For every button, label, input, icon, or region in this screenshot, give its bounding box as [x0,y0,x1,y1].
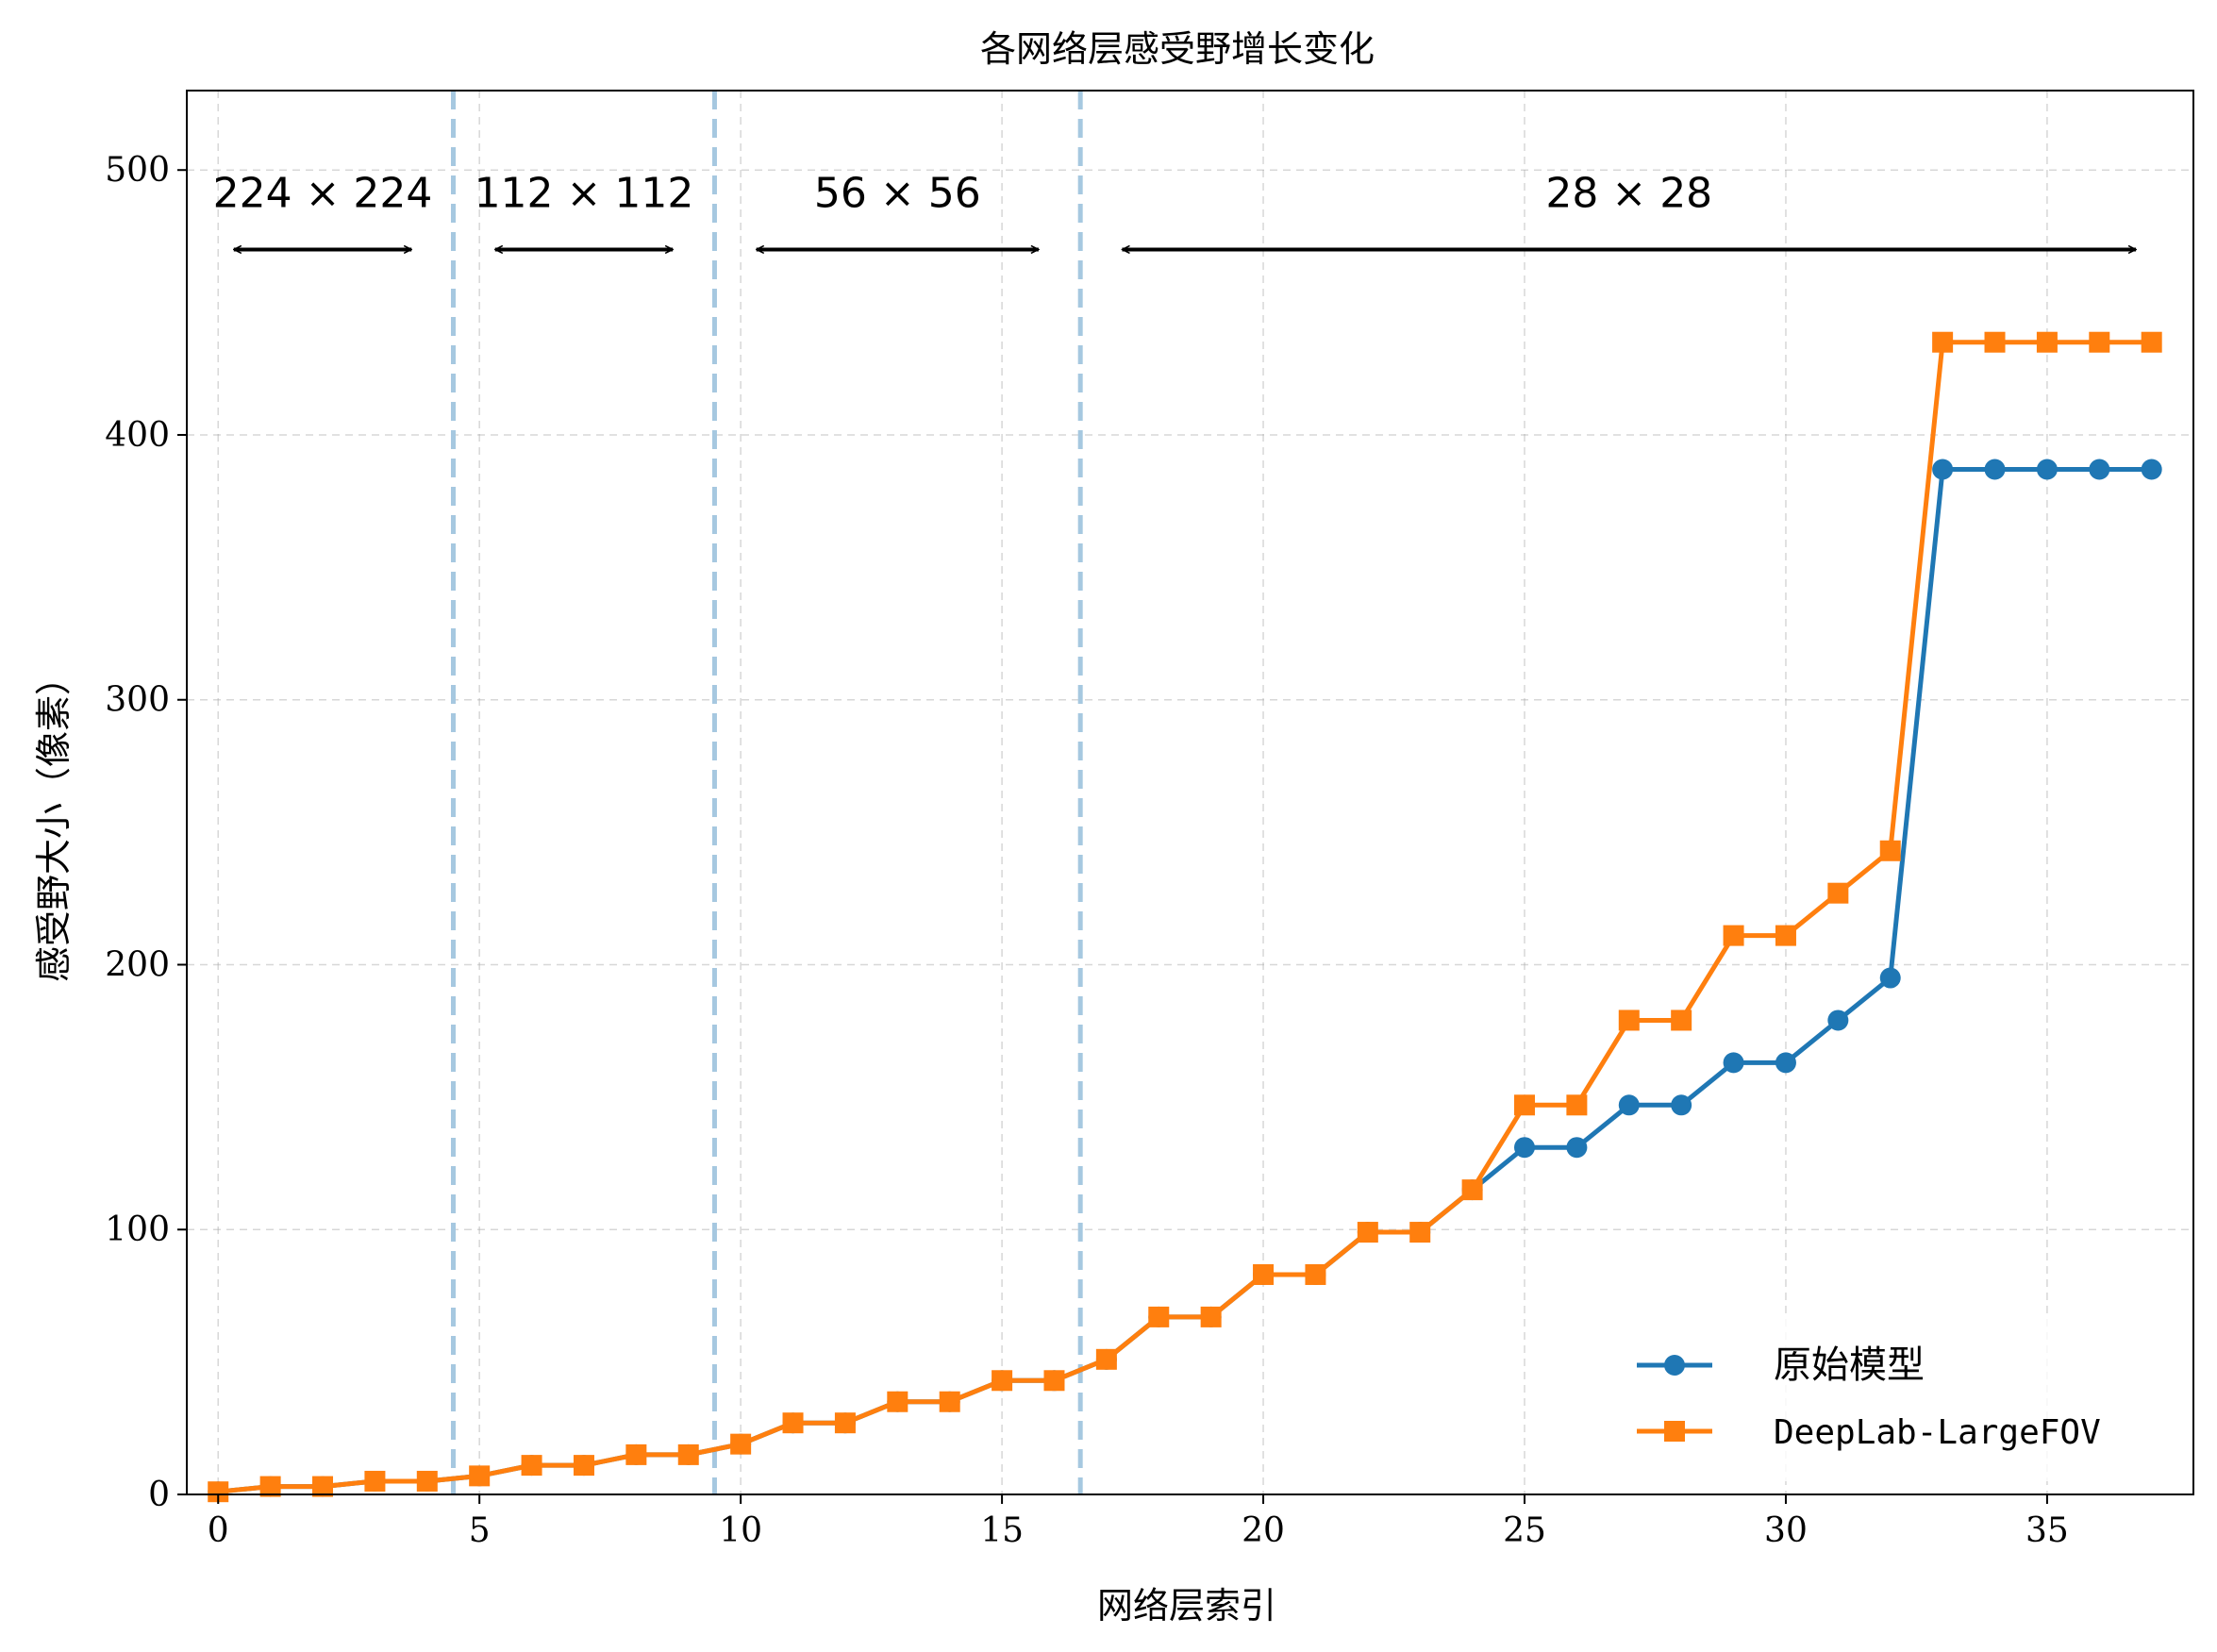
legend-item-1: DeepLab-LargeFOV [1637,1413,2101,1452]
data-point [2036,331,2058,353]
x-tick-label: 10 [719,1511,762,1550]
data-point [1514,1094,1535,1116]
chart-title: 各网络层感受野增长变化 [980,28,1375,70]
data-point [1566,1137,1588,1159]
data-point [573,1455,594,1477]
legend-square-marker-icon [1664,1421,1685,1442]
resolution-annotations: 224 × 224 112 × 112 56 × 56 28 × 28 [213,169,2136,249]
data-point [1723,1052,1744,1074]
legend-label-1: DeepLab-LargeFOV [1774,1413,2101,1452]
data-point [2089,331,2110,353]
data-point [2141,459,2162,480]
axis-ticks: 0 5 10 15 20 25 30 35 0 100 200 300 400 500 [105,151,2069,1550]
data-point [1984,331,2006,353]
data-point [1514,1137,1535,1159]
data-point [1879,840,1901,861]
data-point [1461,1179,1483,1201]
data-point [1671,1010,1692,1031]
axes-frame [186,90,2194,1495]
legend-box [1609,1316,2165,1481]
y-tick-label: 300 [105,681,170,720]
legend-label-0: 原始模型 [1774,1343,1925,1387]
legend: 原始模型 DeepLab-LargeFOV [1609,1316,2165,1481]
y-tick-label: 0 [148,1476,170,1514]
x-tick-label: 25 [1503,1511,1546,1550]
data-point [1305,1263,1326,1285]
data-point [208,1481,229,1503]
resolution-label: 28 × 28 [1545,169,1712,217]
data-point [1932,459,1954,480]
data-point [1775,925,1796,946]
data-point [1200,1306,1222,1327]
data-point [1775,1052,1796,1074]
stage-boundaries [450,91,1083,1494]
legend-circle-marker-icon [1664,1355,1685,1376]
data-point [1827,1010,1849,1031]
data-point [416,1470,438,1492]
data-point [1723,925,1744,946]
x-axis-label: 网络层索引 [1097,1585,1276,1627]
data-point [2141,331,2162,353]
data-point [992,1370,1013,1392]
grid [187,91,2193,1495]
data-point [521,1455,542,1477]
data-point [1618,1010,1640,1031]
series-1 [208,331,2162,1503]
data-point [1984,459,2006,480]
data-point [1148,1306,1170,1327]
data-point [782,1412,804,1434]
data-point [1827,882,1849,904]
y-axis-label: 感受野大小（像素） [33,659,75,982]
y-tick-label: 500 [105,151,170,190]
resolution-label: 56 × 56 [814,169,981,217]
y-tick-label: 100 [105,1210,170,1249]
data-point [2036,459,2058,480]
data-point [939,1391,960,1412]
x-tick-label: 35 [2025,1511,2069,1550]
data-point [1253,1263,1275,1285]
series-lines [208,331,2162,1503]
data-point [1357,1222,1378,1243]
data-point [364,1470,386,1492]
data-point [1095,1348,1117,1370]
y-tick-label: 200 [105,945,170,984]
data-point [469,1465,491,1487]
data-point [1566,1094,1588,1116]
data-point [1043,1370,1065,1392]
y-tick-label: 400 [105,416,170,455]
x-tick-label: 30 [1764,1511,1808,1550]
data-point [2089,459,2110,480]
data-point [677,1443,699,1465]
data-point [1932,331,1954,353]
data-point [730,1433,752,1455]
resolution-label: 224 × 224 [213,169,433,217]
x-tick-label: 5 [469,1511,491,1550]
legend-item-0: 原始模型 [1637,1343,1925,1387]
data-point [887,1391,908,1412]
data-point [1409,1222,1431,1243]
x-tick-label: 0 [208,1511,229,1550]
x-tick-label: 15 [980,1511,1024,1550]
data-point [312,1476,334,1497]
x-tick-label: 20 [1242,1511,1285,1550]
data-point [1618,1094,1640,1116]
data-point [259,1476,281,1497]
data-point [625,1443,647,1465]
data-point [1671,1094,1692,1116]
resolution-label: 112 × 112 [475,169,694,217]
data-point [834,1412,856,1434]
data-point [1879,967,1901,989]
